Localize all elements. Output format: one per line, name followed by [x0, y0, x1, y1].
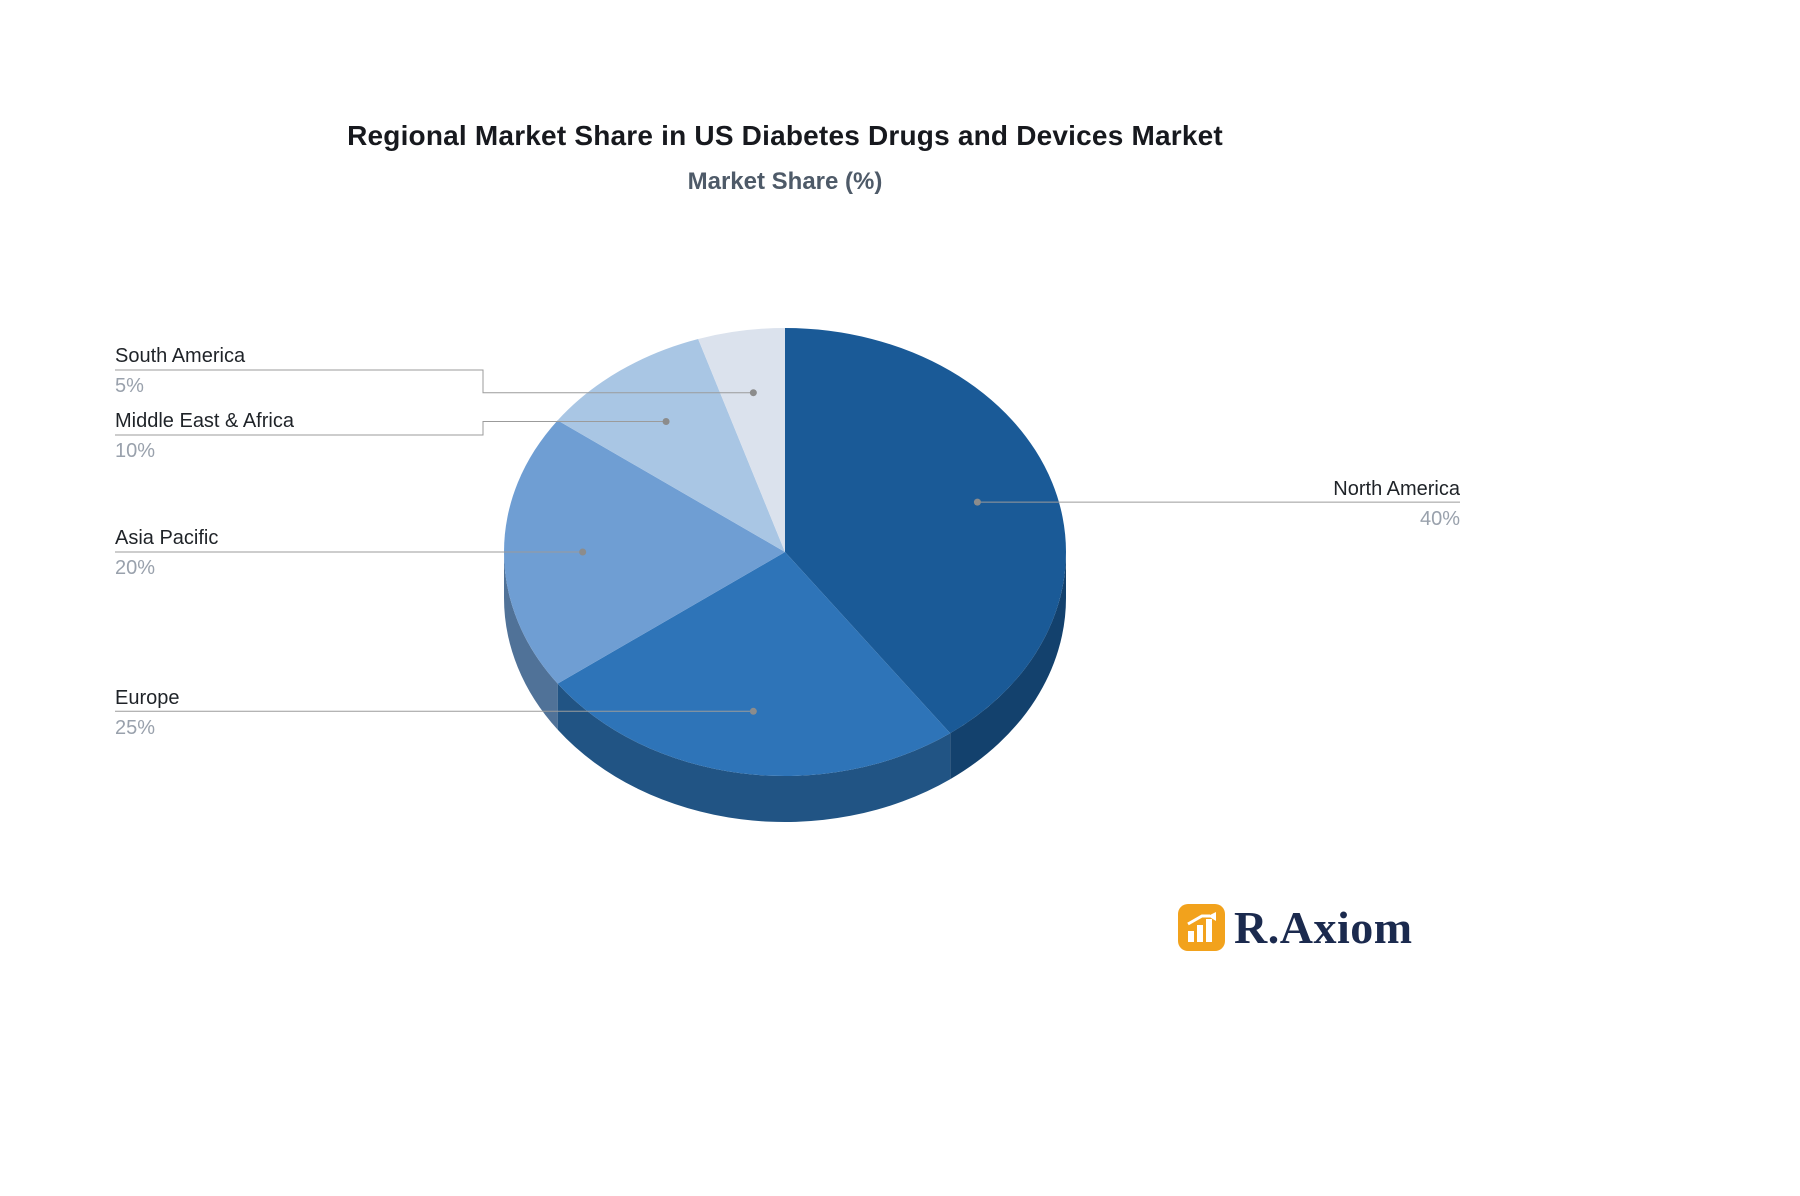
slice-label-south-america: South America — [115, 345, 246, 367]
slice-label-north-america: North America — [1333, 478, 1460, 500]
slice-value-north-america: 40% — [1419, 508, 1460, 530]
slice-label-asia-pacific: Asia Pacific — [115, 527, 219, 549]
pie-slice-south-america[interactable] — [698, 328, 785, 552]
callout-north-america: North America 40% — [1333, 478, 1460, 530]
pie-slice-europe[interactable] — [557, 552, 951, 776]
pie-slice-side-europe — [557, 683, 951, 822]
bar-chart-icon — [1178, 904, 1225, 951]
callout-middle-east-africa: Middle East & Africa 10% — [115, 410, 294, 462]
callout-south-america: South America 5% — [115, 345, 245, 397]
leader-dot-south-america — [749, 389, 757, 397]
raxiom-logo: R.Axiom — [1178, 901, 1413, 954]
logo-text: R.Axiom — [1234, 902, 1413, 953]
leader-dot-north-america — [973, 498, 981, 506]
callout-europe: Europe 25% — [115, 687, 180, 739]
slice-value-south-america: 5% — [115, 375, 144, 397]
leader-dot-asia-pacific — [579, 548, 587, 556]
pie-slice-side-asia-pacific — [504, 552, 558, 730]
pie-slice-side-north-america — [950, 552, 1066, 780]
pie-slice-north-america[interactable] — [785, 328, 1066, 734]
chart-subtitle: Market Share (%) — [687, 168, 883, 195]
callout-asia-pacific: Asia Pacific 20% — [115, 527, 218, 579]
slice-value-asia-pacific: 20% — [115, 557, 156, 579]
leader-line-south-america — [115, 369, 754, 394]
leader-dot-middle-east-africa — [662, 418, 670, 426]
leader-line-middle-east-africa — [115, 421, 667, 436]
slice-value-europe: 25% — [115, 717, 156, 739]
leader-dot-europe — [749, 707, 757, 715]
slice-label-middle-east-africa: Middle East & Africa — [115, 410, 294, 432]
slice-value-middle-east-africa: 10% — [115, 440, 156, 462]
slice-label-europe: Europe — [115, 687, 180, 709]
chart-title: Regional Market Share in US Diabetes Dru… — [347, 120, 1223, 151]
pie-slice-asia-pacific[interactable] — [503, 420, 785, 684]
